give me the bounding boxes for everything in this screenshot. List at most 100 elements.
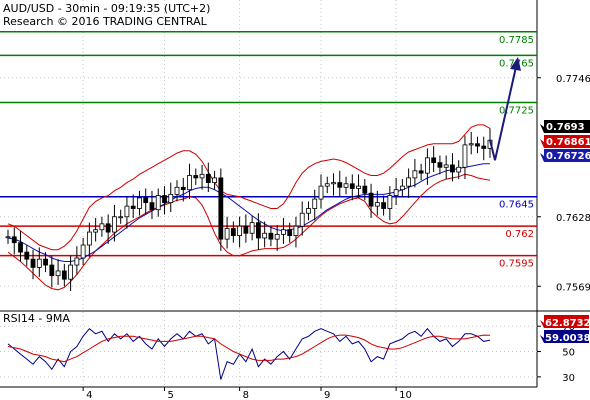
- rsi-line-rsi: [7, 327, 491, 380]
- candle-body: [43, 258, 48, 266]
- rsi-tick-label: 30: [562, 373, 575, 384]
- grid-lines: [0, 0, 537, 387]
- candle-body: [412, 170, 418, 179]
- candle-body: [456, 166, 462, 173]
- candle-body: [431, 157, 437, 163]
- candle-body: [381, 202, 386, 209]
- candle-body: [262, 232, 268, 239]
- candle-body: [137, 197, 142, 209]
- candle-body: [349, 183, 355, 189]
- candle-body: [299, 212, 305, 227]
- candle-body: [93, 229, 99, 233]
- candle-body: [180, 186, 186, 191]
- rsi-badge-label: 59.0038: [545, 333, 590, 344]
- candle-body: [475, 143, 480, 147]
- bollinger-upper-line: [7, 124, 491, 251]
- candle-body: [268, 232, 274, 240]
- candle-body: [5, 236, 11, 239]
- price-tick-label: 0.7628: [556, 213, 590, 224]
- candle-body: [337, 182, 343, 188]
- candle-body: [393, 189, 399, 196]
- price-tick-label: 0.7746: [556, 74, 590, 85]
- candle-body: [406, 177, 412, 187]
- candle-body: [318, 185, 324, 200]
- candle-body: [362, 185, 368, 194]
- candle-body: [312, 198, 318, 209]
- candle-body: [287, 229, 293, 237]
- candle-body: [249, 222, 255, 234]
- candle-body: [168, 193, 174, 204]
- candle-body: [425, 157, 430, 174]
- candle-body: [49, 264, 55, 277]
- price-tick-label: 0.7569: [556, 282, 590, 293]
- chart-title: AUD/USD - 30min - 09:19:35 (UTC+2): [3, 2, 210, 15]
- candle-body: [193, 175, 199, 179]
- candle-body: [155, 195, 161, 211]
- candle-body: [74, 257, 80, 266]
- level-label-support: 0.7595: [499, 259, 534, 270]
- candle-body: [437, 162, 443, 168]
- candle-body: [274, 234, 280, 240]
- candle-body: [224, 228, 230, 240]
- candle-body: [368, 192, 374, 207]
- candle-body: [418, 170, 424, 174]
- level-label-pivot: 0.7645: [499, 200, 534, 211]
- candle-body: [374, 202, 380, 207]
- candle-body: [306, 208, 311, 214]
- level-label-resistance: 0.7725: [499, 105, 534, 116]
- price-badge-upper: [540, 135, 590, 148]
- moving-average-line: [7, 163, 490, 262]
- rsi-badge-rsi: [540, 330, 589, 343]
- candle-body: [124, 205, 130, 218]
- candle-body: [324, 183, 330, 187]
- price-badge-label: 0.76861: [546, 137, 590, 148]
- rsi-line-rsi_ma: [7, 334, 491, 363]
- candle-body: [481, 145, 487, 149]
- candle-body: [462, 144, 468, 168]
- price-badge-label: 0.76726: [546, 151, 590, 162]
- candle-body: [212, 177, 217, 183]
- candle-body: [18, 242, 23, 253]
- candle-body: [205, 173, 211, 183]
- price-badges: 0.7693 0.76861 0.76726 62.8732 59.0038: [540, 120, 590, 344]
- time-tick-label: 4: [86, 390, 92, 400]
- candle-body: [80, 244, 86, 259]
- price-badge-last: [540, 120, 590, 133]
- candle-body: [281, 229, 286, 235]
- price-badge-ma: [540, 149, 590, 162]
- candle-body: [24, 251, 30, 260]
- candle-body: [356, 185, 361, 189]
- arrow-up-icon: [489, 56, 521, 161]
- candle-body: [105, 223, 111, 233]
- candle-body: [68, 264, 73, 280]
- candle-body: [86, 231, 92, 246]
- forecast-arrow-head: [510, 56, 521, 71]
- rsi-badge-rsi_ma: [540, 315, 589, 328]
- candle-body: [230, 228, 236, 237]
- candle-body: [331, 182, 336, 185]
- candle-body: [99, 223, 105, 231]
- candle-body: [36, 258, 42, 268]
- candle-body: [468, 143, 474, 146]
- time-tick-label: 9: [324, 390, 330, 400]
- rsi-tick-label: 50: [562, 348, 575, 359]
- candle-body: [187, 175, 192, 191]
- rsi-title: RSI14 - 9MA: [3, 312, 70, 325]
- candle-body: [255, 222, 261, 239]
- candle-body: [55, 270, 61, 277]
- price-badge-label: 0.7693: [546, 122, 585, 133]
- candle-body: [118, 216, 124, 219]
- time-tick-label: 8: [243, 390, 249, 400]
- level-label-support: 0.762: [505, 229, 534, 240]
- bollinger-lower-line: [7, 173, 491, 291]
- candle-body: [61, 270, 67, 280]
- candle-body: [443, 164, 449, 168]
- candle-body: [399, 185, 405, 191]
- time-tick-label: 10: [399, 390, 412, 400]
- candle-body: [199, 173, 205, 179]
- rsi-badge-label: 62.8732: [545, 318, 590, 329]
- forecast-arrow-line: [489, 66, 517, 161]
- candle-body: [130, 205, 136, 209]
- candle-body: [218, 177, 224, 240]
